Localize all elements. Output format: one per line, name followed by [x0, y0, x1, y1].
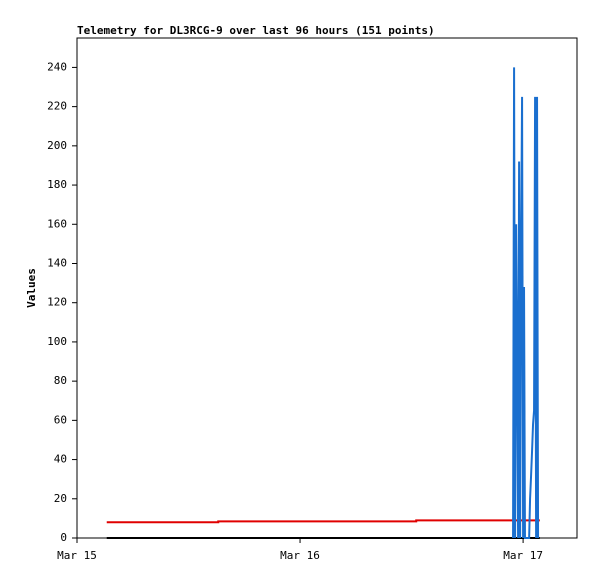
y-tick-label: 200	[47, 139, 67, 152]
x-tick-label: Mar 16	[280, 549, 320, 562]
y-tick-label: 20	[54, 492, 67, 505]
y-axis-label: Values	[25, 268, 38, 308]
y-tick-label: 240	[47, 60, 67, 73]
y-tick-label: 120	[47, 296, 67, 309]
series-line	[512, 67, 540, 539]
y-tick-label: 80	[54, 374, 67, 387]
x-tick-label: Mar 17	[503, 549, 543, 562]
y-tick-label: 100	[47, 335, 67, 348]
y-tick-label: 180	[47, 178, 67, 191]
y-tick-label: 160	[47, 217, 67, 230]
y-tick-label: 40	[54, 453, 67, 466]
chart-title: Telemetry for DL3RCG-9 over last 96 hour…	[77, 24, 435, 37]
y-tick-label: 140	[47, 256, 67, 269]
y-tick-label: 60	[54, 413, 67, 426]
plot-frame	[76, 37, 578, 539]
x-tick-label: Mar 15	[57, 549, 97, 562]
y-tick-label: 220	[47, 100, 67, 113]
series-line	[106, 519, 540, 524]
y-tick-label: 0	[60, 531, 67, 544]
